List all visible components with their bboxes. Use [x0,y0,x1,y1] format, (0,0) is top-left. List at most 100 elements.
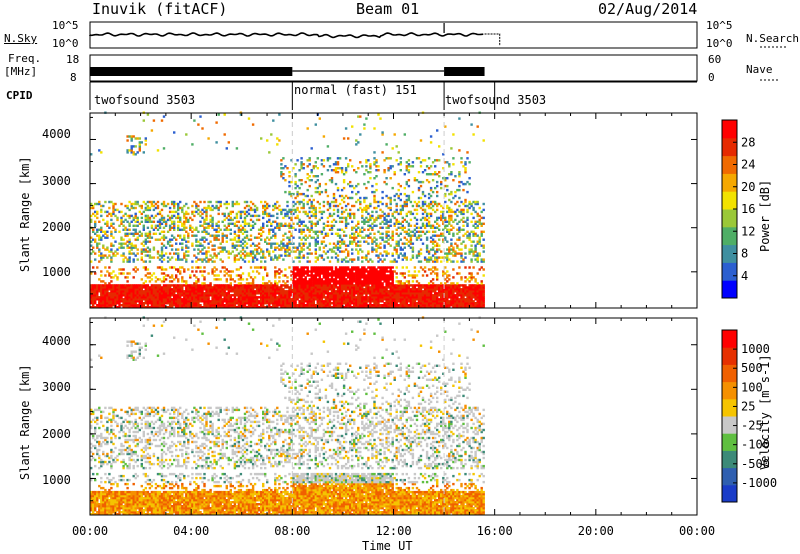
power-cell [322,236,326,239]
power-cell [94,232,97,235]
power-cell [104,286,107,289]
power-cell [255,284,259,287]
power-cell [387,280,390,283]
power-cell [108,254,111,257]
power-cell [179,304,182,307]
power-cell [106,304,109,307]
power-cell [231,210,234,214]
power-cell [385,220,388,223]
power-cell [427,220,431,223]
power-cell [294,246,297,249]
power-cell [381,290,384,293]
power-cell [154,226,158,229]
power-cell [286,292,289,295]
power-cell [322,276,326,279]
power-cell [251,220,255,223]
power-cell [330,177,334,180]
power-cell [112,304,115,307]
power-cell [266,300,269,303]
power-cell [215,256,218,259]
power-cell [342,282,346,285]
power-cell [357,290,360,293]
power-cell [391,282,394,285]
power-cell [148,240,152,243]
power-cell [221,266,224,269]
power-cell [201,306,204,309]
power-cell [233,294,237,297]
power-cell [328,288,332,291]
power-cell [266,220,269,223]
power-cell [357,258,360,261]
power-cell [270,296,273,299]
power-cell [237,298,241,301]
power-cell [90,244,93,247]
power-cell [338,270,342,273]
power-cell [130,252,133,255]
power-cell [318,266,321,269]
power-cell [116,248,119,251]
power-cell [336,298,340,301]
power-cell [272,214,275,218]
power-cell [407,169,411,172]
power-cell [130,220,133,223]
power-cell [120,238,123,241]
power-cell [96,216,99,220]
power-cell [102,244,105,247]
power-cell [274,246,277,249]
power-cell [363,276,366,279]
power-cell [340,290,344,293]
power-cell [304,180,307,184]
power-cell [120,304,123,307]
power-cell [340,304,344,307]
power-cell [336,234,340,237]
power-cell [371,284,374,287]
power-cell [381,133,384,136]
power-cell [276,212,279,216]
power-cell [326,282,330,285]
power-cell [170,220,174,223]
power-cell [393,224,396,227]
power-cell [347,280,350,283]
power-cell [369,236,372,239]
power-cell [199,220,202,223]
power-cell [138,141,141,144]
power-cell [385,304,388,307]
power-cell [231,270,234,273]
power-cell [326,208,330,212]
power-cell [363,240,366,243]
power-cell [353,266,356,269]
power-cell [122,288,125,291]
power-cell [403,186,406,190]
power-cell [96,244,99,247]
power-cell [203,200,206,204]
power-cell [187,294,190,297]
power-cell [272,242,275,245]
power-cell [294,288,297,291]
power-cell [100,210,103,214]
power-cell [373,288,376,291]
power-cell [308,284,311,287]
power-cell [326,159,330,162]
power-cell [160,254,164,257]
power-cell [347,196,350,200]
power-cell [134,298,137,301]
power-cell [213,288,216,291]
power-cell [282,167,285,170]
power-cell [332,302,336,305]
power-cell [108,306,111,309]
power-cell [391,290,394,293]
power-cell [229,270,232,273]
power-cell [270,133,273,136]
power-cell [371,246,374,249]
power-cell [266,298,269,301]
power-cell [286,214,289,218]
power-cell [260,296,263,299]
power-cell [351,300,354,303]
power-cell [142,290,145,293]
power-cell [268,228,271,231]
power-cell [229,278,232,281]
power-cell [142,296,145,299]
power-cell [199,300,202,303]
power-cell [302,306,305,309]
power-cell [185,304,188,307]
